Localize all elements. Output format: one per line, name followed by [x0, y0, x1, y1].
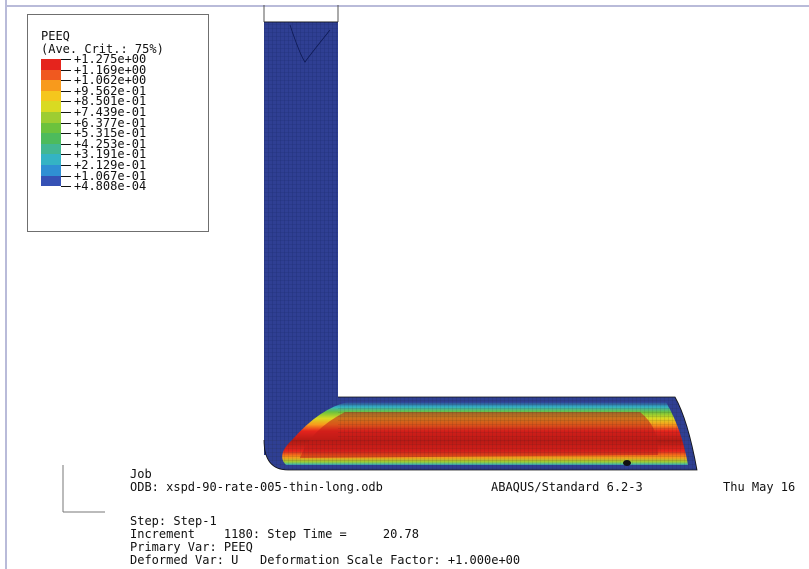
- step-line: Step: Step-1: [130, 514, 217, 528]
- legend-value: +3.191e-01: [74, 147, 147, 162]
- viewport-top-border: [5, 5, 809, 7]
- primary-var-line: Primary Var: PEEQ: [130, 540, 253, 554]
- legend-value: +4.808e-04: [74, 179, 147, 194]
- legend-tick: [61, 154, 71, 156]
- odb-line: ODB: xspd-90-rate-005-thin-long.odb: [130, 480, 383, 494]
- legend-subtitle: (Ave. Crit.: 75%): [41, 42, 164, 56]
- legend-swatch: [41, 143, 61, 155]
- legend-tick: [61, 69, 71, 71]
- mesh-horizontal-slab: [263, 396, 698, 471]
- die-outline: [263, 5, 339, 23]
- job-label: Job: [130, 467, 152, 481]
- mesh-vertical-leg: [264, 21, 338, 455]
- legend-swatch: [41, 80, 61, 91]
- solver-version: ABAQUS/Standard 6.2-3: [491, 480, 643, 494]
- legend-value: +8.501e-01: [74, 94, 147, 109]
- viewport-left-border: [5, 0, 7, 569]
- legend-tick: [61, 122, 71, 124]
- legend-value: +2.129e-01: [74, 158, 147, 172]
- legend-tick: [61, 143, 71, 145]
- increment-line: Increment 1180: Step Time = 20.78: [130, 527, 419, 541]
- legend-value: +1.067e-01: [74, 168, 147, 183]
- legend-value: +6.377e-01: [74, 115, 147, 130]
- legend-value: +5.315e-01: [74, 126, 147, 141]
- legend-tick: [61, 112, 71, 113]
- legend-value: +1.062e+00: [74, 73, 147, 88]
- date-text: Thu May 16: [723, 480, 796, 494]
- legend-tick: [61, 165, 71, 166]
- legend-swatch: [41, 165, 61, 176]
- legend-value: +4.253e-01: [74, 136, 147, 151]
- legend-swatch: [41, 59, 61, 70]
- legend-swatch: [41, 154, 61, 165]
- legend-tick: [61, 186, 71, 188]
- legend-tick: [61, 101, 71, 103]
- legend-value: +9.562e-01: [74, 83, 147, 98]
- axis-triad: [62, 465, 105, 513]
- legend-swatch: [41, 112, 61, 123]
- legend-value: +1.275e+00: [74, 52, 147, 66]
- legend-swatch: [41, 69, 61, 81]
- legend-tick: [61, 133, 71, 135]
- legend-tick: [61, 90, 71, 92]
- legend-swatch: [41, 133, 61, 144]
- deformed-var-line: Deformed Var: U Deformation Scale Factor…: [130, 553, 521, 567]
- legend-value: +7.439e-01: [74, 105, 147, 119]
- legend-tick: [61, 175, 71, 177]
- legend-value: +1.169e+00: [74, 62, 147, 77]
- legend-title: PEEQ: [41, 29, 70, 43]
- legend-swatch: [41, 122, 61, 134]
- contour-legend: PEEQ (Ave. Crit.: 75%) +1.275e+00 +1.169e…: [27, 14, 209, 232]
- legend-swatch: [41, 175, 61, 187]
- legend-swatch: [41, 101, 61, 112]
- legend-swatch: [41, 90, 61, 102]
- legend-tick: [61, 80, 71, 82]
- legend-tick: [61, 59, 71, 60]
